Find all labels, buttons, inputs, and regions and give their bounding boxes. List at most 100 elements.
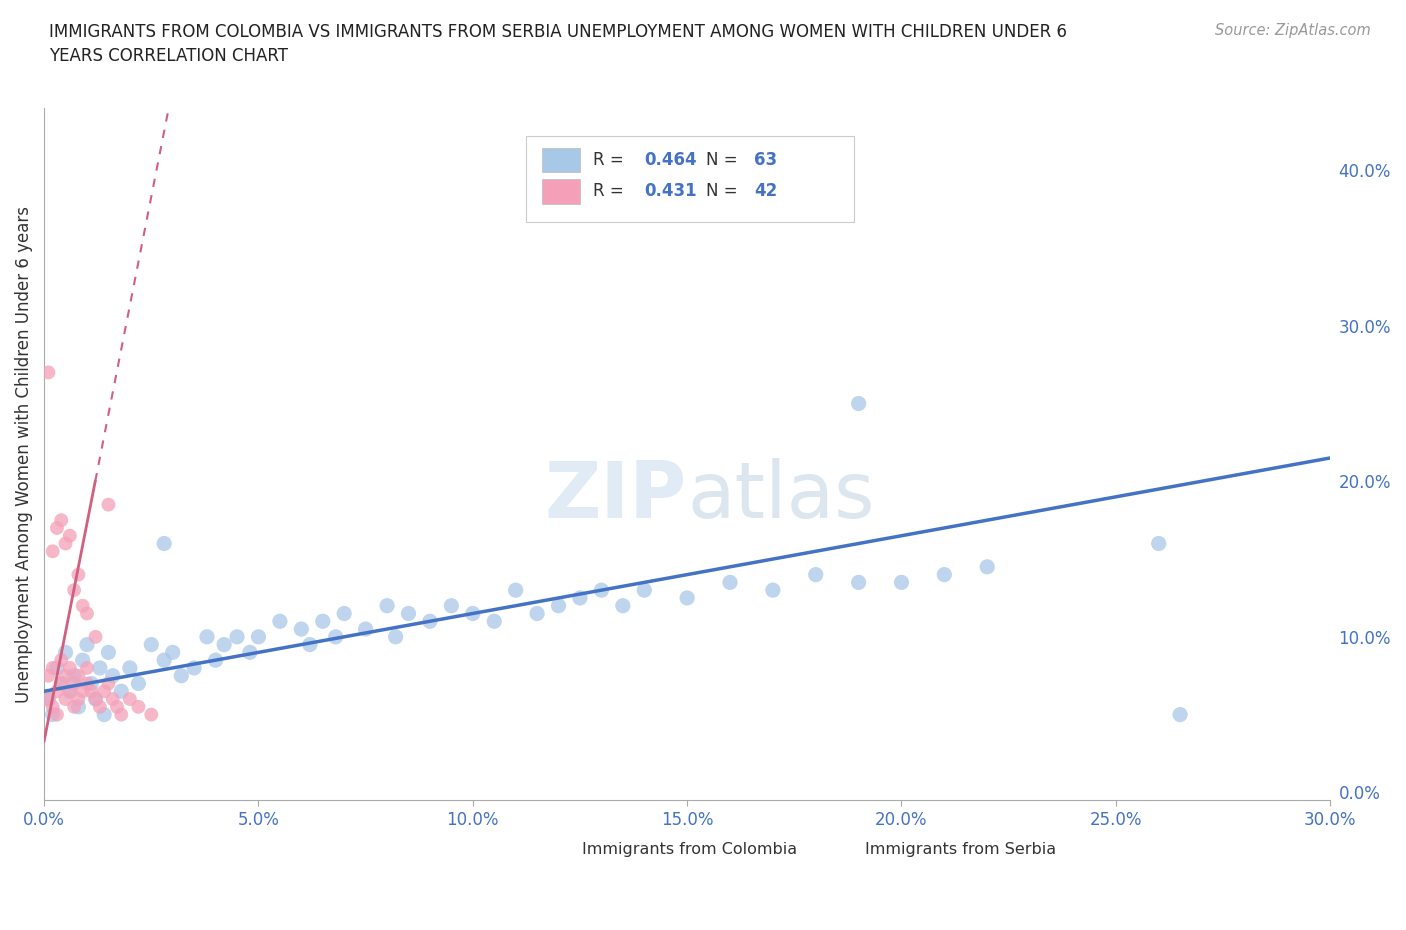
Point — [141, 637, 163, 652]
Point — [547, 598, 569, 613]
Point — [51, 512, 73, 527]
Point — [298, 637, 321, 652]
Point — [105, 699, 128, 714]
Point — [41, 699, 63, 714]
Point — [354, 621, 377, 636]
Point — [41, 660, 63, 675]
Point — [312, 614, 335, 629]
Point — [97, 644, 120, 659]
Text: Source: ZipAtlas.com: Source: ZipAtlas.com — [1215, 23, 1371, 38]
Point — [46, 660, 69, 675]
Point — [51, 676, 73, 691]
Point — [97, 498, 120, 512]
Point — [41, 707, 63, 722]
Point — [440, 598, 463, 613]
Text: 0.431: 0.431 — [645, 182, 697, 200]
Text: 0.464: 0.464 — [645, 151, 697, 169]
Point — [170, 669, 193, 684]
Point — [63, 669, 86, 684]
Point — [247, 630, 270, 644]
Point — [1168, 707, 1191, 722]
FancyBboxPatch shape — [541, 148, 581, 172]
Point — [37, 669, 59, 684]
Text: R =: R = — [593, 151, 630, 169]
Point — [153, 653, 176, 668]
Text: ZIP: ZIP — [546, 458, 688, 534]
Point — [290, 621, 312, 636]
FancyBboxPatch shape — [526, 136, 855, 222]
Point — [204, 653, 226, 668]
Point — [226, 630, 249, 644]
Point — [37, 692, 59, 707]
Point — [84, 692, 107, 707]
Point — [59, 660, 82, 675]
Point — [63, 676, 86, 691]
FancyBboxPatch shape — [815, 841, 852, 862]
Point — [848, 575, 870, 590]
Point — [76, 676, 98, 691]
Point — [239, 644, 262, 659]
Point — [1147, 536, 1170, 551]
Point — [633, 583, 655, 598]
FancyBboxPatch shape — [541, 179, 581, 204]
Point — [118, 692, 141, 707]
Text: R =: R = — [593, 182, 630, 200]
Point — [89, 660, 111, 675]
Point — [59, 684, 82, 698]
Point — [97, 676, 120, 691]
Point — [76, 637, 98, 652]
Point — [141, 707, 163, 722]
Point — [72, 653, 94, 668]
Point — [526, 606, 548, 621]
Point — [84, 630, 107, 644]
Point — [67, 567, 90, 582]
Point — [183, 660, 205, 675]
Text: N =: N = — [706, 151, 744, 169]
Text: N =: N = — [706, 182, 744, 200]
Point — [505, 583, 527, 598]
Text: IMMIGRANTS FROM COLOMBIA VS IMMIGRANTS FROM SERBIA UNEMPLOYMENT AMONG WOMEN WITH: IMMIGRANTS FROM COLOMBIA VS IMMIGRANTS F… — [49, 23, 1067, 65]
Point — [80, 684, 103, 698]
Point — [41, 544, 63, 559]
Point — [72, 598, 94, 613]
Text: Immigrants from Colombia: Immigrants from Colombia — [582, 843, 797, 857]
Point — [162, 644, 184, 659]
Point — [762, 583, 785, 598]
Point — [398, 606, 420, 621]
Point — [55, 536, 77, 551]
Point — [84, 692, 107, 707]
Point — [101, 669, 124, 684]
Point — [461, 606, 484, 621]
Point — [612, 598, 634, 613]
Point — [118, 660, 141, 675]
Point — [59, 528, 82, 543]
Point — [110, 707, 132, 722]
Point — [804, 567, 827, 582]
Point — [110, 684, 132, 698]
Point — [67, 669, 90, 684]
Text: 63: 63 — [754, 151, 778, 169]
Y-axis label: Unemployment Among Women with Children Under 6 years: Unemployment Among Women with Children U… — [15, 206, 32, 702]
Point — [333, 606, 356, 621]
Point — [46, 521, 69, 536]
Point — [67, 699, 90, 714]
Point — [269, 614, 291, 629]
Point — [890, 575, 912, 590]
Point — [375, 598, 398, 613]
Point — [384, 630, 406, 644]
Point — [212, 637, 235, 652]
Point — [419, 614, 441, 629]
Point — [76, 660, 98, 675]
Point — [153, 536, 176, 551]
Point — [484, 614, 506, 629]
Point — [51, 676, 73, 691]
Point — [93, 707, 115, 722]
Point — [46, 684, 69, 698]
Point — [80, 676, 103, 691]
Text: 42: 42 — [754, 182, 778, 200]
Point — [55, 644, 77, 659]
Point — [63, 583, 86, 598]
Point — [51, 653, 73, 668]
Point — [101, 692, 124, 707]
Point — [72, 684, 94, 698]
